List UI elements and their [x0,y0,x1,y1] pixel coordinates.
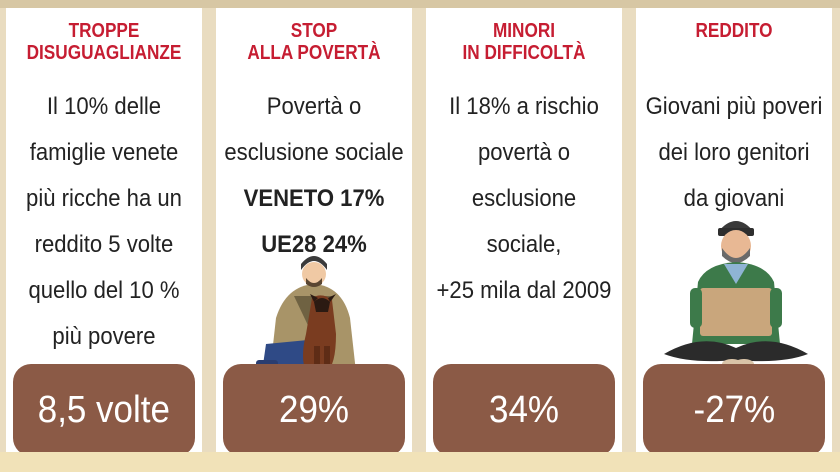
card-reddito: REDDITO Giovani più poveri dei loro geni… [636,8,832,456]
card-stop-alla-poverta: STOP ALLA POVERTÀ Povertà o esclusione s… [216,8,412,456]
card-line: povertà o [477,139,571,166]
card-troppe-disuguaglianze: TROPPE DISUGUAGLIANZE Il 10% delle famig… [6,8,202,456]
card-line: Il 18% a rischio [449,93,599,120]
card-minori-in-difficolta: MINORI IN DIFFICOLTÀ Il 18% a rischio po… [426,8,622,456]
card-line: +25 mila dal 2009 [436,277,612,304]
card-line-ue28: UE28 24% [261,231,367,258]
card-title: REDDITO [695,20,773,42]
value-badge: 34% [433,364,615,456]
bottom-strip [0,452,840,472]
value-text: 8,5 volte [37,388,171,431]
value-text: -27% [693,388,775,431]
card-title: STOP ALLA POVERTÀ [247,20,381,64]
man-with-dog-illustration [256,256,368,374]
card-body: Giovani più poveri dei loro genitori da … [644,84,824,222]
card-body: Il 18% a rischio povertà o esclusione so… [434,84,614,314]
card-body: Povertà o esclusione sociale VENETO 17% … [224,84,404,268]
card-line: quello del 10 % [28,277,180,304]
card-line: più povere [52,323,156,350]
value-text: 34% [489,388,559,431]
card-body: Il 10% delle famiglie venete più ricche … [14,84,194,360]
top-strip [0,0,840,8]
card-line: famiglie venete [29,139,179,166]
card-line-veneto: VENETO 17% [243,185,385,212]
card-line: da giovani [683,185,785,212]
card-line: Il 10% delle [46,93,162,120]
value-badge: -27% [643,364,825,456]
value-badge: 8,5 volte [13,364,195,456]
value-badge: 29% [223,364,405,456]
card-line: esclusione [471,185,577,212]
card-line: dei loro genitori [658,139,810,166]
card-title: TROPPE DISUGUAGLIANZE [26,20,182,64]
card-line: esclusione sociale [224,139,404,166]
card-title: MINORI IN DIFFICOLTÀ [462,20,586,64]
card-line: Giovani più poveri [645,93,823,120]
card-line: più ricche ha un [26,185,182,212]
value-text: 29% [279,388,349,431]
card-line: reddito 5 volte [34,231,174,258]
young-man-with-sign-illustration [664,221,808,374]
card-line: Povertà o [266,93,362,120]
card-line: sociale, [486,231,562,258]
